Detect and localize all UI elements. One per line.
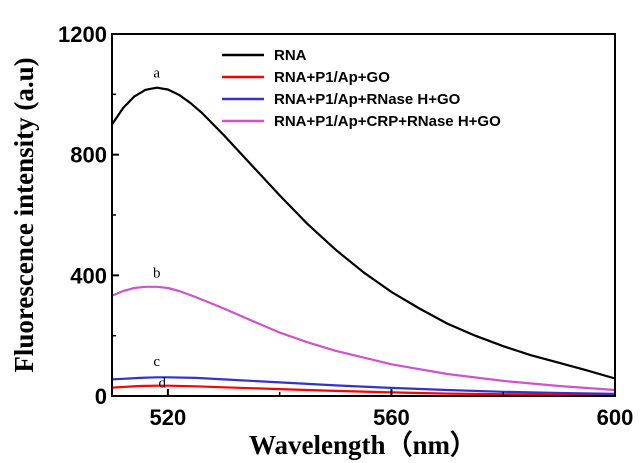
ticks-layer: 520 560 600 0 400 800 1200 <box>58 22 633 430</box>
plot-frame <box>111 33 616 397</box>
curve-label-b: b <box>153 266 161 282</box>
legend-label: RNA+P1/Ap+GO <box>274 69 390 86</box>
curve-labels-layer: a b cd <box>153 66 167 392</box>
x-tick-label: 560 <box>373 405 410 430</box>
legend-label: RNA <box>274 47 307 64</box>
legend-label: RNA+P1/Ap+CRP+RNase H+GO <box>274 113 501 130</box>
y-axis-title: Fluorescence intensity (a.u) <box>9 57 39 372</box>
legend: RNA RNA+P1/Ap+GO RNA+P1/Ap+RNase H+GO RNA+P… <box>222 47 501 130</box>
curve-label-d: d <box>159 376 167 392</box>
x-tick-label: 520 <box>150 405 187 430</box>
curve-label-a: a <box>153 66 160 82</box>
y-tick-label: 1200 <box>58 22 107 47</box>
x-tick-label: 600 <box>597 405 634 430</box>
series-line-c <box>111 376 616 395</box>
series-line-a <box>111 86 616 380</box>
curve-label-c: c <box>153 354 160 370</box>
curves-layer <box>111 86 616 397</box>
y-tick-label: 0 <box>95 384 107 409</box>
legend-label: RNA+P1/Ap+RNase H+GO <box>274 91 461 108</box>
series-line-b <box>111 285 616 392</box>
y-tick-label: 400 <box>70 263 107 288</box>
x-axis-title: Wavelength（nm） <box>249 430 477 460</box>
y-tick-label: 800 <box>70 143 107 168</box>
